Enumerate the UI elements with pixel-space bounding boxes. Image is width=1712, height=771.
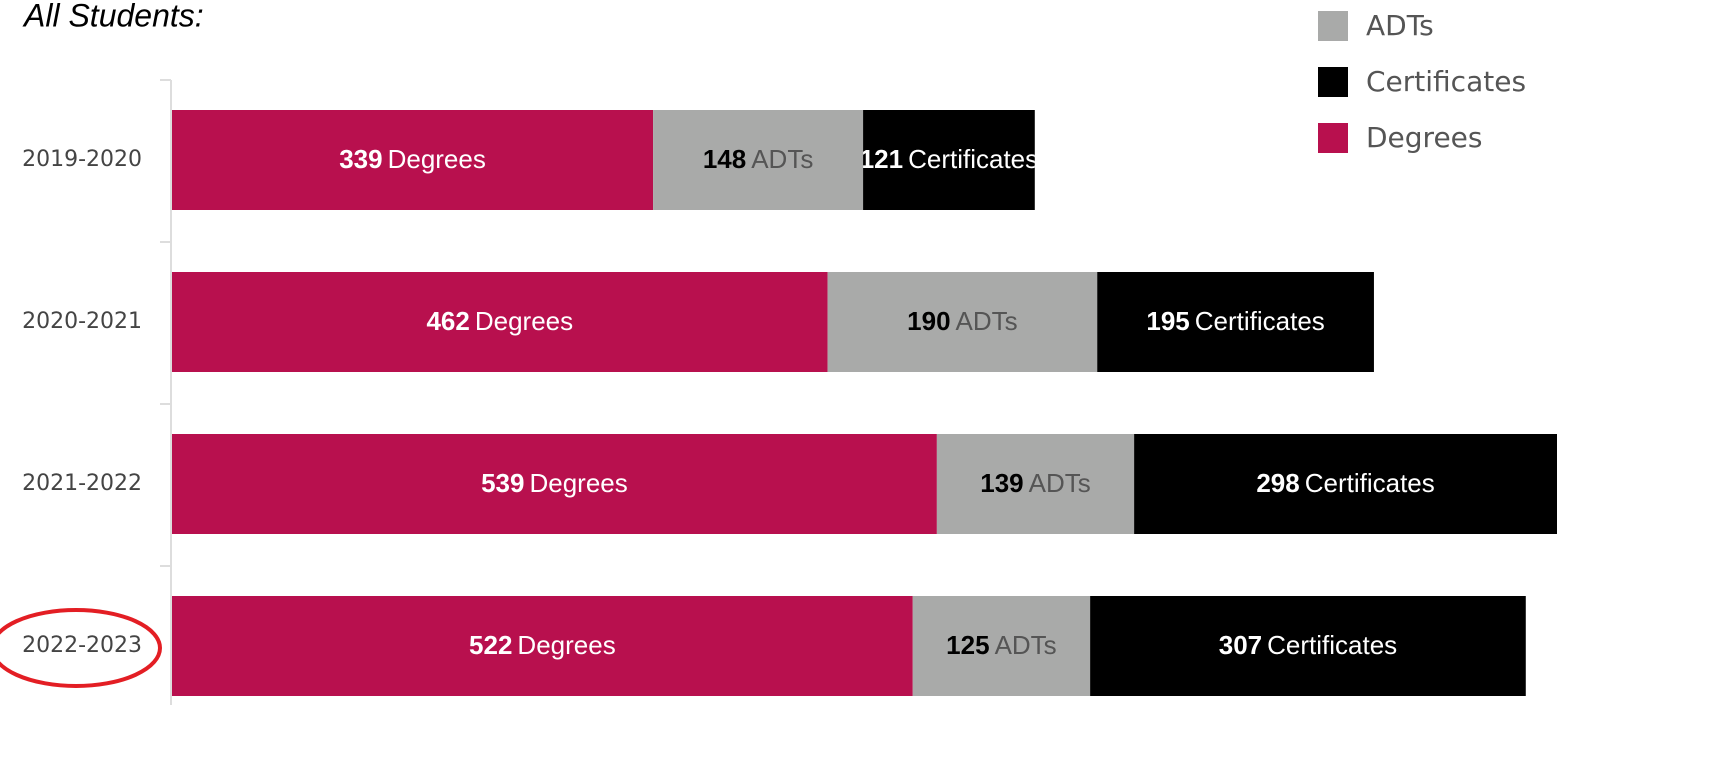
data-label: 139 ADTs [980, 468, 1091, 498]
bar-segment [912, 596, 1091, 696]
data-label: 307 Certificates [1219, 630, 1397, 660]
data-label-value: 121 [860, 144, 903, 174]
bar-segment [936, 434, 1135, 534]
bar-segment [172, 434, 937, 534]
data-label-value: 148 [703, 144, 746, 174]
data-label-name: ADTs [995, 630, 1057, 660]
legend-label: ADTs [1366, 9, 1434, 42]
data-label: 462 Degrees [426, 306, 573, 336]
data-label-value: 190 [907, 306, 950, 336]
data-label: 522 Degrees [469, 630, 616, 660]
data-label-name: Degrees [475, 306, 573, 336]
legend-swatch [1318, 11, 1348, 41]
data-label-value: 522 [469, 630, 512, 660]
data-label-value: 125 [946, 630, 989, 660]
data-label: 195 Certificates [1146, 306, 1324, 336]
data-label-name: Certificates [1267, 630, 1397, 660]
legend-swatch [1318, 67, 1348, 97]
data-label-value: 298 [1256, 468, 1299, 498]
data-label-value: 307 [1219, 630, 1262, 660]
data-label-name: Degrees [388, 144, 486, 174]
bar-segment [172, 596, 913, 696]
data-label-name: ADTs [751, 144, 813, 174]
data-label: 339 Degrees [339, 144, 486, 174]
y-tick-label: 2019-2020 [22, 147, 142, 172]
data-label: 148 ADTs [703, 144, 814, 174]
legend-label: Certificates [1366, 65, 1526, 98]
y-tick-label: 2022-2023 [22, 633, 142, 658]
data-label: 190 ADTs [907, 306, 1018, 336]
bar-segment [1097, 272, 1374, 372]
highlight-circle [0, 608, 162, 688]
bar-segment [1090, 596, 1526, 696]
data-label-value: 462 [426, 306, 469, 336]
data-label-name: Degrees [517, 630, 615, 660]
bar-segment [1134, 434, 1557, 534]
data-label-name: Certificates [1305, 468, 1435, 498]
y-tick-label: 2021-2022 [22, 471, 142, 496]
data-label-value: 195 [1146, 306, 1189, 336]
data-label-name: Certificates [1195, 306, 1325, 336]
data-label-name: Degrees [529, 468, 627, 498]
bar-segment [172, 272, 828, 372]
data-label: 298 Certificates [1256, 468, 1434, 498]
data-label-value: 339 [339, 144, 382, 174]
legend-swatch [1318, 123, 1348, 153]
bar-segment [863, 110, 1035, 210]
data-label-name: ADTs [956, 306, 1018, 336]
data-label-value: 139 [980, 468, 1023, 498]
data-label-value: 539 [481, 468, 524, 498]
bar-segment [827, 272, 1098, 372]
bar-segment [653, 110, 864, 210]
data-label-name: ADTs [1029, 468, 1091, 498]
chart-title: All Students: [22, 0, 204, 33]
legend-label: Degrees [1366, 121, 1483, 154]
y-tick-label: 2020-2021 [22, 309, 142, 334]
data-label: 125 ADTs [946, 630, 1057, 660]
bar-segment [172, 110, 654, 210]
data-label-name: Certificates [908, 144, 1038, 174]
data-label: 539 Degrees [481, 468, 628, 498]
data-label: 121 Certificates [860, 144, 1038, 174]
